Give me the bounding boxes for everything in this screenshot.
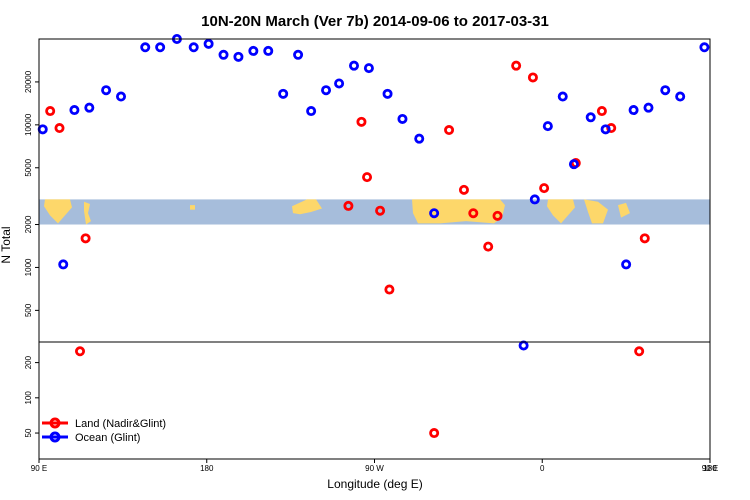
y-tick-label: 200 — [24, 355, 33, 369]
map-land-asia-east — [84, 201, 91, 225]
x-tick-label: 0 — [540, 464, 545, 473]
ocean-point — [278, 88, 289, 99]
map-land-asia-east-2 — [584, 199, 608, 224]
y-tick-label: 5000 — [24, 158, 33, 176]
x-tick-label: 180 — [703, 464, 717, 473]
land-point — [356, 116, 367, 127]
map-land-asia-west — [44, 199, 72, 224]
y-tick-label: 50 — [24, 428, 33, 437]
ocean-point — [568, 159, 579, 170]
ocean-point — [518, 340, 529, 351]
land-point — [468, 208, 479, 219]
ocean-point — [248, 45, 259, 56]
map-land-island-1 — [190, 205, 195, 210]
ocean-point — [643, 102, 654, 113]
legend-ocean-marker — [49, 431, 61, 443]
ocean-point — [69, 105, 80, 116]
land-point — [54, 123, 65, 134]
legend-ocean-label: Ocean (Glint) — [75, 432, 140, 444]
land-point — [634, 346, 645, 357]
ocean-point — [140, 42, 151, 53]
ocean-point — [101, 85, 112, 96]
plot-frame — [38, 38, 711, 460]
ocean-point — [293, 49, 304, 60]
y-tick-label: 10000 — [24, 113, 33, 136]
land-point — [483, 241, 494, 252]
x-tick-label: 90 E — [702, 464, 718, 473]
ocean-point — [675, 91, 686, 102]
y-axis-label: N Total — [0, 226, 13, 263]
ocean-point — [116, 91, 127, 102]
data-points — [37, 34, 710, 439]
land-point — [75, 346, 86, 357]
ocean-point — [529, 194, 540, 205]
map-land-central-america — [292, 199, 322, 215]
map-ocean-band — [39, 199, 710, 225]
ocean-point — [414, 133, 425, 144]
land-point — [384, 284, 395, 295]
legend-entry-ocean: Ocean (Glint) — [42, 431, 140, 444]
ocean-point — [37, 124, 48, 135]
land-point — [80, 233, 91, 244]
ocean-point — [621, 259, 632, 270]
y-tick-label: 500 — [24, 303, 33, 317]
land-point — [539, 183, 550, 194]
ocean-point — [218, 49, 229, 60]
ocean-point — [203, 38, 214, 49]
chart-title: 10N-20N March (Ver 7b) 2014-09-06 to 201… — [201, 13, 549, 30]
ocean-point — [334, 78, 345, 89]
y-tick-label: 100 — [24, 391, 33, 405]
land-point — [527, 72, 538, 83]
legend-land-marker — [49, 417, 61, 429]
y-tick-label: 20000 — [24, 70, 33, 93]
ocean-point — [363, 63, 374, 74]
ocean-point — [382, 88, 393, 99]
land-point — [429, 428, 440, 439]
ocean-point — [600, 124, 611, 135]
x-axis-label: Longitude (deg E) — [327, 477, 422, 491]
ocean-point — [58, 259, 69, 270]
x-tick-label: 180 — [200, 464, 214, 473]
ocean-point — [660, 85, 671, 96]
ocean-point — [84, 102, 95, 113]
land-point — [492, 210, 503, 221]
ocean-point — [321, 85, 332, 96]
ocean-point — [557, 91, 568, 102]
ocean-point — [397, 113, 408, 124]
ocean-point — [542, 121, 553, 132]
land-point — [596, 106, 607, 117]
land-point — [45, 106, 56, 117]
ocean-point — [306, 106, 317, 117]
x-tick-label: 90 W — [365, 464, 384, 473]
ocean-point — [348, 60, 359, 71]
ocean-point — [585, 112, 596, 123]
legend: Land (Nadir&Glint) Ocean (Glint) — [42, 417, 166, 444]
land-point — [511, 60, 522, 71]
y-tick-label: 1000 — [24, 258, 33, 276]
x-tick-label: 90 E — [31, 464, 47, 473]
y-axis: 50 100 200 500 1000 2000 5000 10000 20000 — [24, 70, 39, 437]
land-point — [375, 205, 386, 216]
ocean-point — [263, 45, 274, 56]
map-land-asia-west-2 — [547, 199, 575, 224]
land-point — [444, 125, 455, 136]
ocean-point — [155, 42, 166, 53]
ocean-point — [233, 51, 244, 62]
y-tick-label: 2000 — [24, 215, 33, 233]
land-point — [639, 233, 650, 244]
map-land-africa — [412, 199, 505, 224]
legend-land-label: Land (Nadir&Glint) — [75, 418, 166, 430]
land-point — [343, 200, 354, 211]
map-land-islands-2 — [618, 202, 630, 218]
legend-entry-land: Land (Nadir&Glint) — [42, 417, 166, 430]
ocean-point — [188, 42, 199, 53]
land-point — [362, 172, 373, 183]
ocean-point — [628, 105, 639, 116]
ocean-point — [429, 208, 440, 219]
land-point — [458, 184, 469, 195]
ocean-point — [699, 42, 710, 53]
world-map-strip — [39, 199, 710, 225]
